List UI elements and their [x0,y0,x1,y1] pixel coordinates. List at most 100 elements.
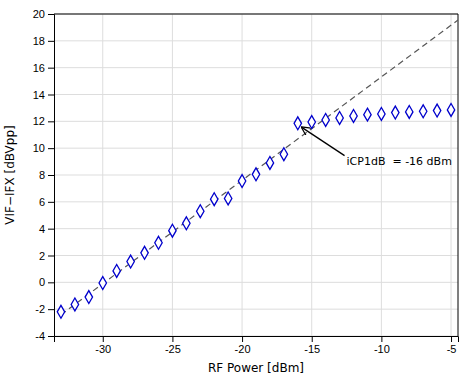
fit-line [61,20,458,315]
tick: 14 [33,89,54,101]
tick-label: -10 [374,343,390,355]
tick-label: 8 [39,169,45,181]
tick-mark [48,175,54,176]
data-point [447,103,454,116]
tick: 16 [33,62,54,74]
grid-line-y [54,255,458,256]
data-point [406,105,413,118]
y-axis: -4 -2 0 2 4 6 8 10 12 14 16 18 20 [33,8,55,342]
tick: -10 [374,336,390,355]
data-point [350,110,357,123]
tick-mark [48,95,54,96]
tick-label: 10 [33,142,45,154]
tick: 18 [33,35,54,47]
tick-label: 16 [33,62,45,74]
tick-mark [48,229,54,230]
tick: 4 [39,223,54,235]
marks [57,20,458,318]
chart: -30-25-20-15-10-5-4-202468101214161820iC… [0,0,474,380]
data-point [169,224,176,237]
tick-label: -2 [35,303,45,315]
frame-top [54,14,458,15]
tick-label: 18 [33,35,45,47]
tick: -30 [95,336,111,355]
tick: -25 [165,336,181,355]
grid-line-y [54,148,458,149]
tick: 0 [39,276,54,288]
tick-mark [48,256,54,257]
tick-mark [451,336,452,342]
tick-mark [48,68,54,69]
tick-label: -25 [165,343,181,355]
tick: -2 [35,303,54,315]
tick-label: -15 [304,343,320,355]
tick: 6 [39,196,54,208]
data-point [99,277,106,290]
grid-line-y [54,121,458,122]
axis-line [55,337,459,343]
tick-label: -30 [95,343,111,355]
data-point [336,112,343,125]
data-point [85,291,92,304]
grid-line-y [54,201,458,202]
tick-label: 4 [39,223,45,235]
grid-line-y [54,40,458,41]
tick: 12 [33,115,54,127]
tick: -15 [304,336,320,355]
data-point [378,108,385,121]
tick-mark [48,336,54,337]
data-point [238,175,245,188]
tick-label: 14 [33,89,45,101]
tick: 8 [39,169,54,181]
grid-line-y [54,309,458,310]
tick: 2 [39,250,54,262]
tick-label: 0 [39,276,45,288]
frame-right [458,14,459,336]
data-point [364,108,371,121]
x-axis: -30 -25 -20 -15 -10 -5 [55,336,459,355]
tick-mark [48,148,54,149]
data-point [252,168,259,181]
tick-mark [381,336,382,342]
tick-label: -20 [235,343,251,355]
tick: -5 [447,336,457,355]
data-point [57,305,64,318]
data-point [155,236,162,249]
data-point [294,117,301,130]
tick-label: 2 [39,250,45,262]
annotation-arrow [302,127,345,155]
data-point [433,104,440,117]
grid-line-y [54,94,458,95]
tick-mark [103,336,104,342]
data-point [210,193,217,206]
x-axis-title: RF Power [dBm] [208,361,304,375]
data-point [392,106,399,119]
tick-mark [48,121,54,122]
data-point [280,148,287,161]
grid-line-y [54,282,458,283]
tick-mark [48,309,54,310]
grid-line-y [54,228,458,229]
data-point [141,246,148,259]
grid-line-y [54,67,458,68]
tick-mark [48,202,54,203]
grid [54,14,458,336]
data-point [113,264,120,277]
axis-line [48,15,55,337]
tick: 10 [33,142,54,154]
data-point [127,255,134,268]
tick-label: 6 [39,196,45,208]
data-point [183,217,190,230]
tick-mark [312,336,313,342]
y-axis-title: VIF−IFX [dBVpp] [3,125,17,224]
tick: 20 [33,8,54,20]
tick-mark [48,41,54,42]
tick: -20 [235,336,251,355]
tick-mark [48,282,54,283]
annotation: iCP1dB = -16 dBm [347,155,452,168]
grid-line-y [54,14,458,15]
tick-label: -5 [447,343,457,355]
tick-mark [242,336,243,342]
tick-label: -4 [35,330,45,342]
data-point [224,192,231,205]
